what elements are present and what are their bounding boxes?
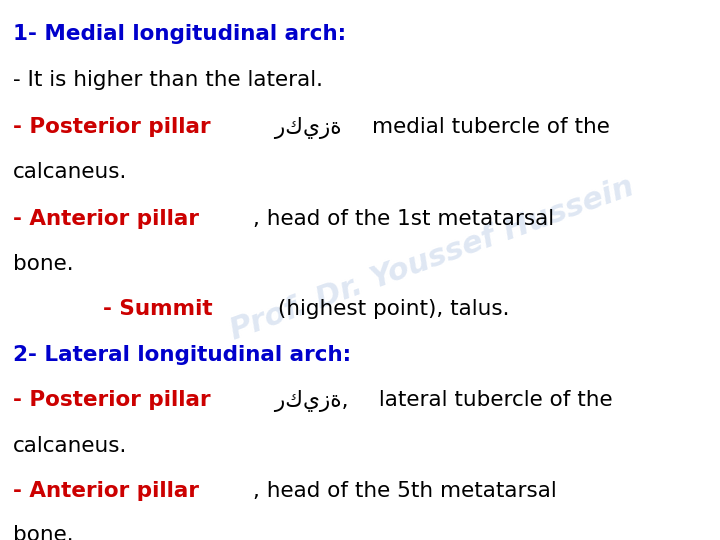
Text: - Anterior pillar: - Anterior pillar <box>13 209 199 229</box>
Text: bone.: bone. <box>13 525 73 540</box>
Text: ركيزة,: ركيزة, <box>268 390 348 413</box>
Text: lateral tubercle of the: lateral tubercle of the <box>372 390 613 410</box>
Text: , head of the 1st metatarsal: , head of the 1st metatarsal <box>253 209 554 229</box>
Text: calcaneus.: calcaneus. <box>13 436 127 456</box>
Text: ركيزة: ركيزة <box>268 117 348 139</box>
Text: bone.: bone. <box>13 254 73 274</box>
Text: - It is higher than the lateral.: - It is higher than the lateral. <box>13 70 323 90</box>
Text: Prof. Dr. Youssеf Hussein: Prof. Dr. Youssеf Hussein <box>226 172 638 346</box>
Text: , head of the 5th metatarsal: , head of the 5th metatarsal <box>253 481 557 501</box>
Text: 2- Lateral longitudinal arch:: 2- Lateral longitudinal arch: <box>13 345 351 364</box>
Text: - Posterior pillar: - Posterior pillar <box>13 390 210 410</box>
Text: 1- Medial longitudinal arch:: 1- Medial longitudinal arch: <box>13 24 346 44</box>
Text: - Posterior pillar: - Posterior pillar <box>13 117 210 137</box>
Text: (highest point), talus.: (highest point), talus. <box>271 299 509 319</box>
Text: calcaneus.: calcaneus. <box>13 162 127 182</box>
Text: - Anterior pillar: - Anterior pillar <box>13 481 199 501</box>
Text: - Summit: - Summit <box>13 299 212 319</box>
Text: medial tubercle of the: medial tubercle of the <box>372 117 610 137</box>
